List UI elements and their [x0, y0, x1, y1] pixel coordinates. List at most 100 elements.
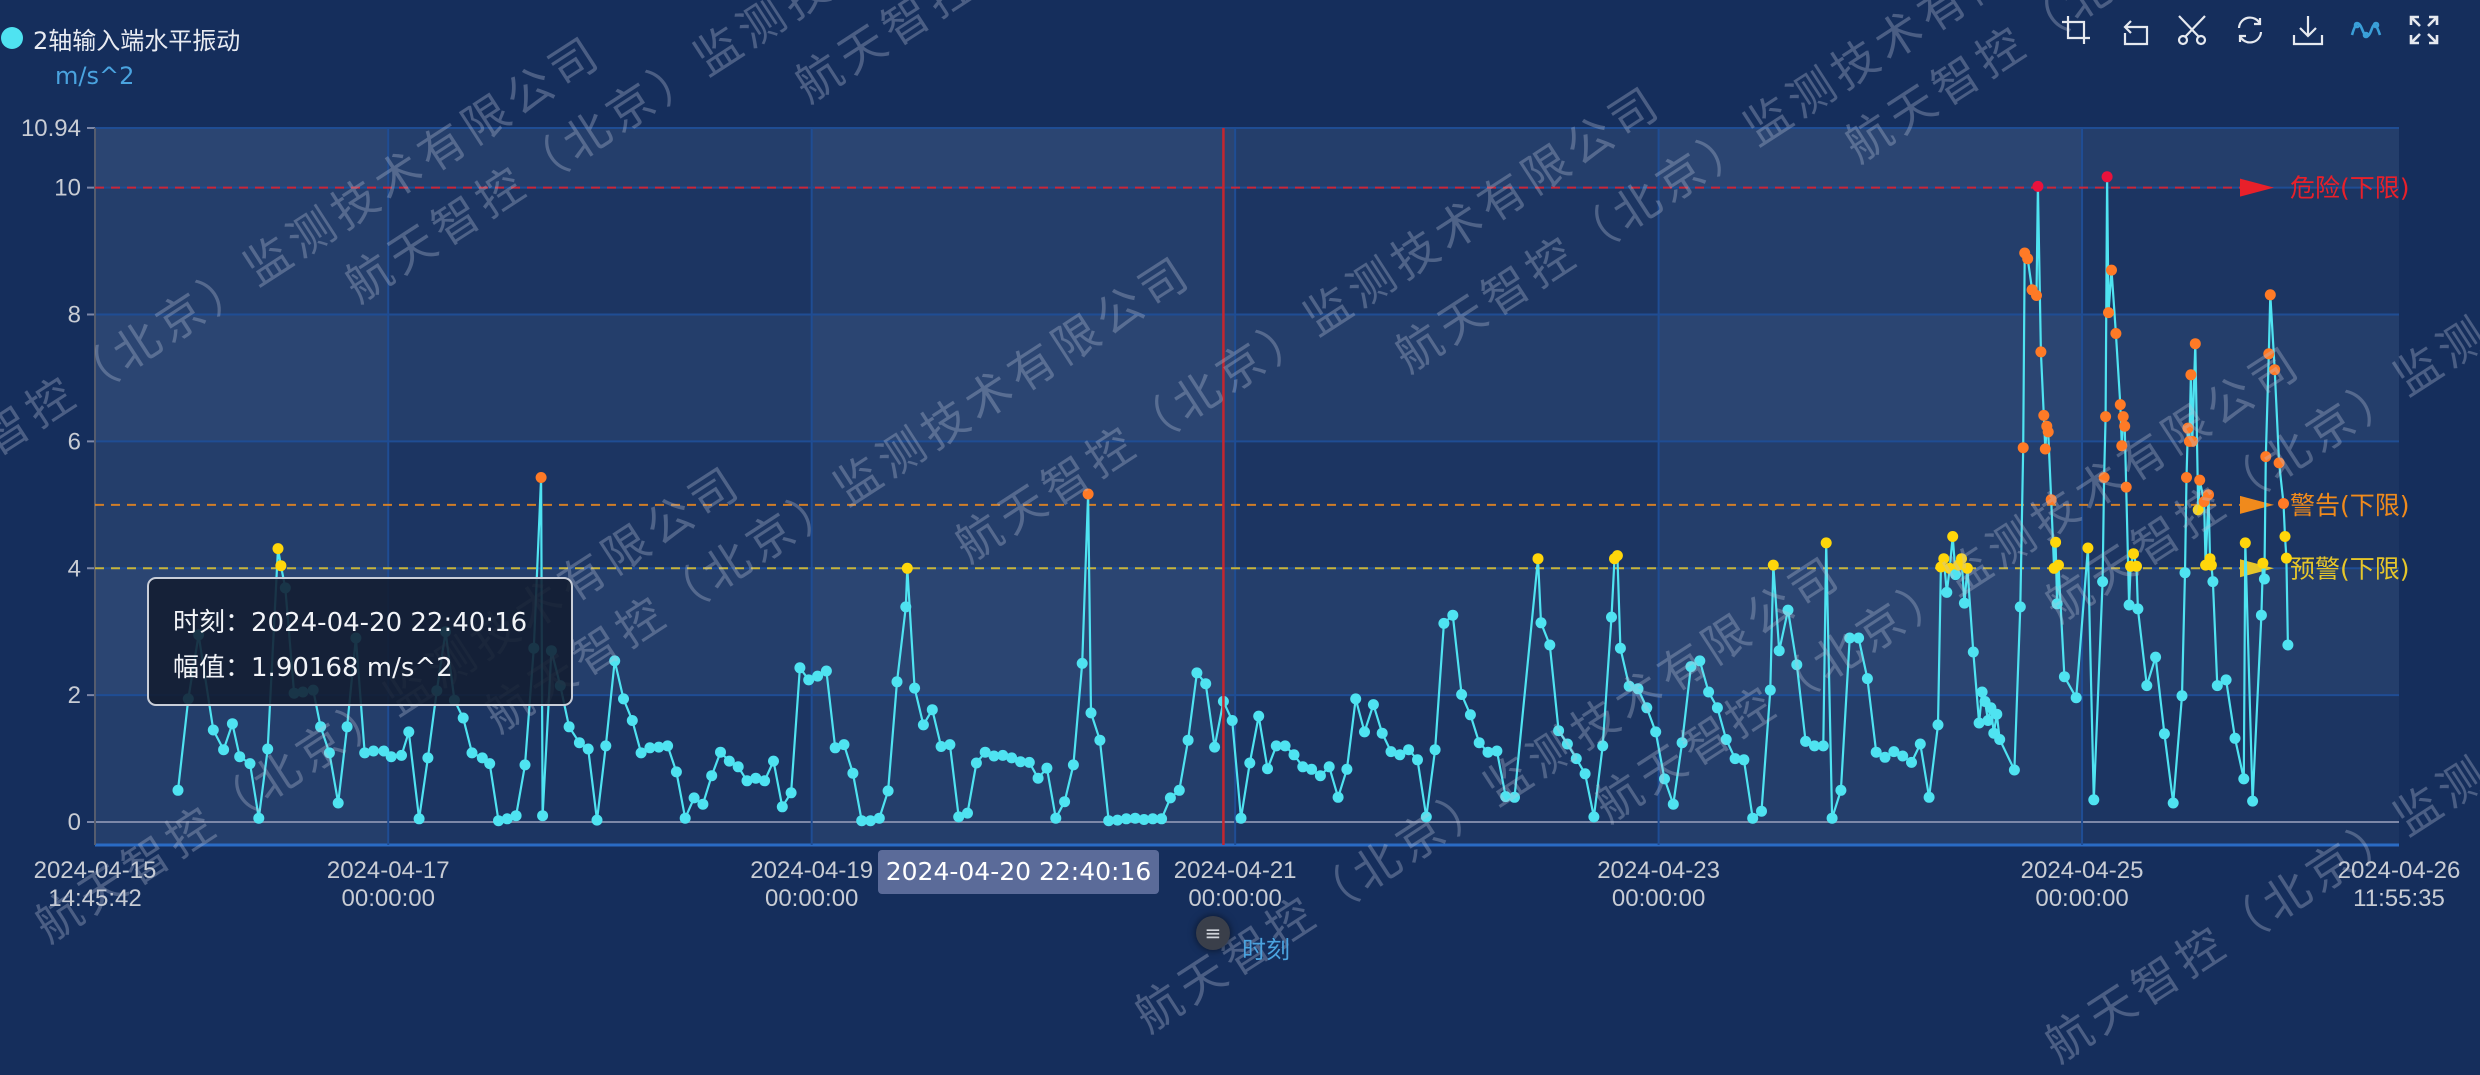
data-point[interactable] — [2229, 732, 2241, 744]
data-point[interactable] — [618, 693, 629, 705]
data-point[interactable] — [582, 743, 594, 755]
data-point[interactable] — [1956, 553, 1967, 565]
data-point[interactable] — [1032, 772, 1044, 784]
data-point[interactable] — [1667, 798, 1679, 810]
refresh-button[interactable] — [2232, 12, 2268, 48]
data-point[interactable] — [1923, 791, 1935, 803]
data-point[interactable] — [2110, 328, 2122, 339]
data-point[interactable] — [1650, 726, 1662, 738]
data-point[interactable] — [2205, 559, 2217, 571]
data-point[interactable] — [1973, 717, 1985, 729]
data-point[interactable] — [901, 562, 913, 574]
data-point[interactable] — [1288, 749, 1300, 761]
data-point[interactable] — [1947, 531, 1959, 542]
data-point[interactable] — [1950, 569, 1962, 581]
data-point[interactable] — [1588, 811, 1600, 823]
data-point[interactable] — [2192, 504, 2204, 516]
data-point[interactable] — [1147, 813, 1159, 825]
data-point[interactable] — [1570, 753, 1582, 765]
data-point[interactable] — [856, 815, 868, 827]
data-point[interactable] — [1385, 746, 1397, 758]
data-point[interactable] — [1314, 770, 1326, 782]
data-point[interactable] — [2278, 498, 2289, 509]
data-point[interactable] — [172, 784, 184, 796]
data-point[interactable] — [2103, 307, 2114, 319]
data-point[interactable] — [1826, 812, 1838, 824]
data-point[interactable] — [1456, 689, 1468, 700]
data-point[interactable] — [1173, 784, 1185, 796]
data-point[interactable] — [2045, 494, 2057, 506]
data-point[interactable] — [2116, 440, 2128, 452]
data-point[interactable] — [1961, 562, 1973, 574]
data-point[interactable] — [2032, 180, 2044, 192]
data-point[interactable] — [1270, 740, 1282, 752]
data-point[interactable] — [1403, 744, 1415, 756]
data-point[interactable] — [2220, 674, 2232, 686]
fullscreen-button[interactable] — [2406, 12, 2442, 48]
data-point[interactable] — [1982, 715, 1994, 726]
data-point[interactable] — [1067, 759, 1079, 771]
line-chart-button[interactable] — [2348, 12, 2384, 48]
data-point[interactable] — [2269, 364, 2281, 376]
data-point[interactable] — [1447, 609, 1459, 621]
data-point[interactable] — [563, 721, 575, 733]
data-point[interactable] — [1500, 791, 1512, 803]
data-point[interactable] — [750, 772, 762, 784]
data-point[interactable] — [1817, 740, 1829, 752]
data-point[interactable] — [2058, 671, 2070, 683]
data-point[interactable] — [741, 775, 753, 787]
data-point[interactable] — [1129, 812, 1141, 824]
data-point[interactable] — [1041, 762, 1053, 774]
data-point[interactable] — [484, 758, 496, 770]
data-point[interactable] — [1244, 757, 1256, 769]
data-point[interactable] — [2167, 797, 2179, 809]
data-point[interactable] — [2098, 472, 2110, 483]
data-point[interactable] — [873, 812, 885, 824]
data-point[interactable] — [1094, 734, 1106, 746]
data-point[interactable] — [1791, 659, 1803, 671]
data-point[interactable] — [1341, 763, 1353, 775]
data-point[interactable] — [1994, 734, 2006, 745]
data-point[interactable] — [2017, 442, 2029, 454]
data-point[interactable] — [1209, 741, 1221, 753]
data-point[interactable] — [591, 814, 603, 826]
data-point[interactable] — [917, 719, 929, 731]
data-point[interactable] — [1991, 708, 2003, 720]
data-point[interactable] — [2132, 603, 2144, 615]
data-point[interactable] — [1359, 726, 1370, 738]
data-point[interactable] — [2255, 609, 2267, 621]
data-point[interactable] — [1394, 749, 1406, 761]
data-point[interactable] — [1535, 617, 1547, 629]
data-point[interactable] — [1685, 661, 1697, 673]
data-point[interactable] — [1614, 642, 1626, 654]
zoom-button[interactable] — [2058, 12, 2094, 48]
data-point[interactable] — [2239, 537, 2251, 549]
data-point[interactable] — [1597, 740, 1609, 752]
data-point[interactable] — [244, 758, 256, 770]
data-point[interactable] — [962, 807, 973, 819]
data-point[interactable] — [272, 543, 284, 555]
data-point[interactable] — [457, 712, 469, 724]
data-point[interactable] — [1429, 744, 1441, 756]
data-point[interactable] — [2114, 399, 2126, 411]
data-point[interactable] — [1935, 561, 1947, 573]
data-point[interactable] — [997, 749, 1009, 761]
data-point[interactable] — [1738, 754, 1750, 766]
data-point[interactable] — [1473, 737, 1485, 749]
data-point[interactable] — [609, 655, 621, 667]
data-point[interactable] — [803, 674, 815, 686]
data-point[interactable] — [1297, 761, 1309, 773]
data-point[interactable] — [1262, 763, 1273, 775]
data-point[interactable] — [1897, 750, 1909, 762]
data-point[interactable] — [1623, 680, 1635, 692]
data-point[interactable] — [1756, 805, 1767, 817]
data-point[interactable] — [2211, 680, 2223, 692]
data-point[interactable] — [1703, 686, 1715, 698]
data-point[interactable] — [2038, 409, 2050, 421]
data-point[interactable] — [1958, 597, 1970, 609]
data-point[interactable] — [2176, 690, 2188, 702]
data-point[interactable] — [466, 747, 478, 759]
data-point[interactable] — [1800, 735, 1812, 747]
data-point[interactable] — [794, 662, 806, 674]
data-point[interactable] — [1323, 761, 1335, 773]
